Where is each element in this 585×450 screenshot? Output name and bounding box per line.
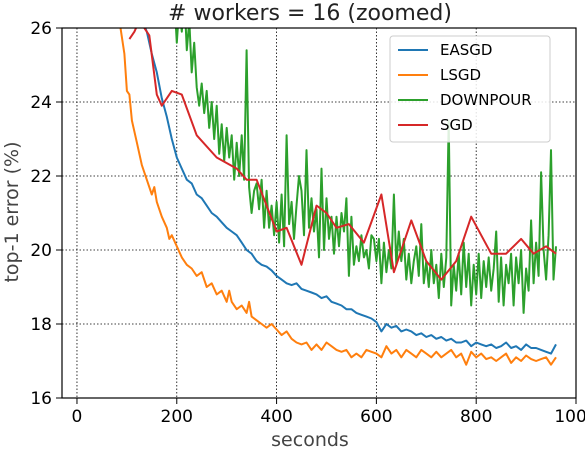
chart-title: # workers = 16 (zoomed)	[168, 1, 452, 26]
y-tick-label: 20	[30, 241, 52, 261]
x-tick-label: 800	[460, 407, 492, 427]
y-axis-label: top-1 error (%)	[1, 141, 23, 282]
y-tick-label: 18	[30, 315, 52, 335]
series-line-lsgd	[119, 28, 557, 366]
y-tick-label: 22	[30, 167, 52, 187]
legend-label: DOWNPOUR	[440, 91, 532, 109]
series-layer	[119, 28, 557, 366]
y-tick-label: 26	[30, 19, 52, 39]
x-tick-label: 1000	[554, 407, 585, 427]
x-axis: 0 200 400 600 800 1000	[72, 398, 585, 427]
series-line-easgd	[144, 28, 557, 355]
x-tick-label: 200	[161, 407, 193, 427]
y-tick-label: 24	[30, 93, 52, 113]
x-tick-label: 600	[360, 407, 392, 427]
y-tick-label: 16	[30, 389, 52, 409]
x-tick-label: 400	[260, 407, 292, 427]
series-line-sgd	[128, 28, 557, 281]
series-line-downpour	[174, 28, 557, 314]
x-tick-label: 0	[72, 407, 83, 427]
legend-label: LSGD	[440, 66, 481, 84]
legend-label: SGD	[440, 116, 473, 134]
plot-frame	[61, 27, 577, 399]
legend-box	[389, 35, 551, 143]
x-axis-label: seconds	[271, 429, 349, 450]
legend: EASGD LSGD DOWNPOUR SGD	[389, 35, 551, 143]
legend-label: EASGD	[440, 41, 492, 59]
y-axis: 16 18 20 22 24 26	[30, 19, 62, 409]
